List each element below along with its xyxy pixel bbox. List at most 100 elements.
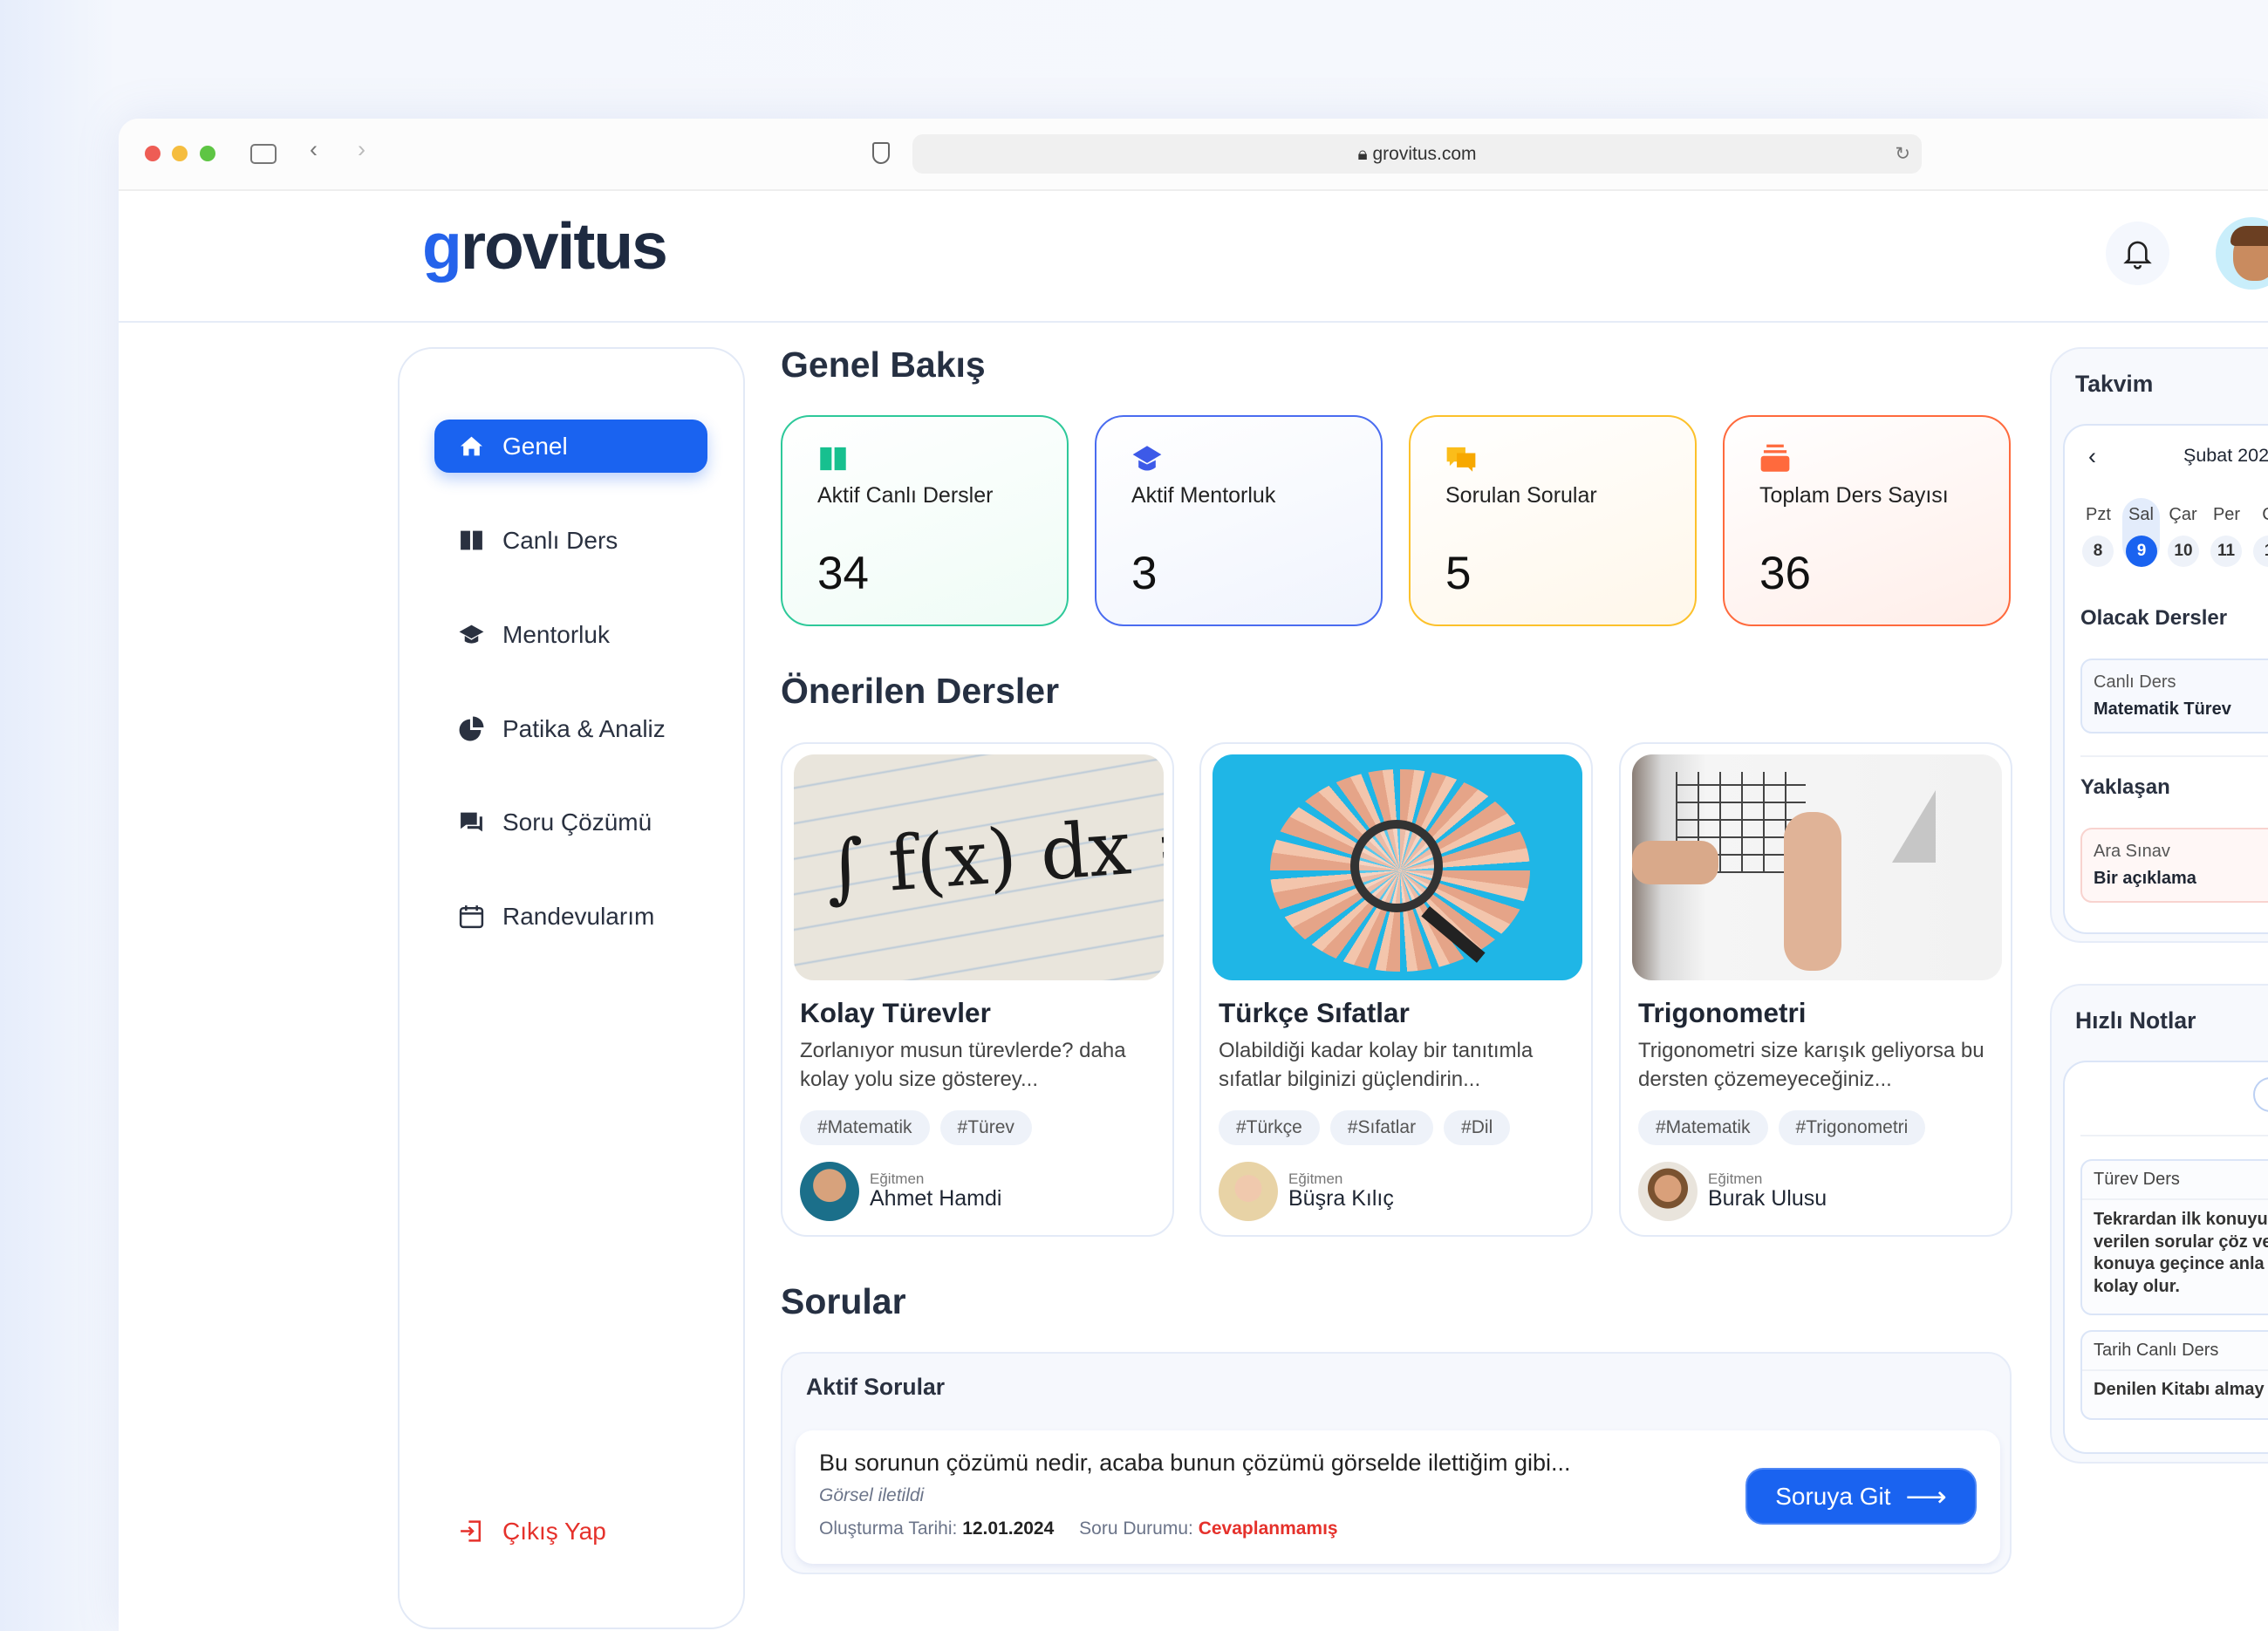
date-value: 12.01.2024 bbox=[962, 1518, 1055, 1539]
sidebar-toggle-icon[interactable] bbox=[250, 144, 277, 164]
sidebar-item-label: Patika & Analiz bbox=[502, 714, 666, 742]
stat-value: 3 bbox=[1131, 548, 1158, 599]
reload-icon[interactable]: ↻ bbox=[1895, 144, 1910, 164]
question-meta: Oluşturma Tarihi: 12.01.2024 Soru Durumu… bbox=[819, 1518, 1338, 1539]
bell-icon bbox=[2123, 241, 2152, 270]
course-card[interactable]: Trigonometri Trigonometri size karışık g… bbox=[1619, 742, 2012, 1237]
logo[interactable]: grovitus bbox=[422, 209, 668, 283]
sidebar-item-randevularim[interactable]: Randevularım bbox=[434, 890, 707, 943]
stat-card-total-lessons[interactable]: Toplam Ders Sayısı 36 bbox=[1723, 415, 2011, 626]
lesson-event[interactable]: Canlı Ders Matematik Türev bbox=[2080, 659, 2268, 734]
course-title: Trigonometri bbox=[1638, 997, 1807, 1028]
stat-label: Aktif Mentorluk bbox=[1131, 483, 1276, 508]
instructor-name: Ahmet Hamdi bbox=[870, 1186, 1002, 1211]
course-tag[interactable]: #Dil bbox=[1444, 1110, 1511, 1145]
stat-card-asked-questions[interactable]: Sorulan Sorular 5 bbox=[1409, 415, 1697, 626]
date-cell-selected[interactable]: 9 bbox=[2126, 536, 2157, 567]
instructor-label: Eğitmen bbox=[870, 1170, 925, 1187]
date-cell[interactable]: 11 bbox=[2210, 536, 2242, 567]
sidebar-item-soru-cozumu[interactable]: Soru Çözümü bbox=[434, 795, 707, 849]
course-image-adjectives bbox=[1213, 754, 1582, 980]
event-desc: Bir açıklama bbox=[2094, 869, 2196, 888]
status-label: Soru Durumu: bbox=[1079, 1518, 1193, 1539]
date-cell[interactable]: 1 bbox=[2253, 536, 2268, 567]
course-title: Kolay Türevler bbox=[800, 997, 991, 1028]
sidebar-item-canli-ders[interactable]: Canlı Ders bbox=[434, 514, 707, 567]
weekday-label: Pzt bbox=[2086, 505, 2111, 524]
user-avatar[interactable] bbox=[2216, 217, 2268, 290]
note-line: Tekrardan ilk konuyu bbox=[2094, 1210, 2268, 1229]
courses-title: Önerilen Dersler bbox=[781, 671, 1060, 711]
course-card[interactable]: Türkçe Sıfatlar Olabildiği kadar kolay b… bbox=[1199, 742, 1593, 1237]
course-description: Zorlanıyor musun türevlerde? daha kolay … bbox=[800, 1039, 1126, 1091]
event-name: Matematik Türev bbox=[2094, 699, 2231, 719]
note-line: Denilen Kitabı almay bbox=[2094, 1380, 2265, 1399]
notifications-button[interactable] bbox=[2106, 222, 2169, 285]
calendar-title: Takvim bbox=[2075, 371, 2154, 397]
calendar-card: ‹ Şubat 202 Pzt Sal Çar Per C 8 9 10 11 … bbox=[2063, 424, 2268, 934]
stat-label: Toplam Ders Sayısı bbox=[1759, 483, 1949, 508]
course-tag[interactable]: #Matematik bbox=[800, 1110, 930, 1145]
course-image-derivatives: ∫ f(x) dx = bbox=[794, 754, 1164, 980]
instructor-label: Eğitmen bbox=[1288, 1170, 1343, 1187]
sidebar-item-label: Mentorluk bbox=[502, 620, 610, 648]
stat-card-active-live-lessons[interactable]: Aktif Canlı Dersler 34 bbox=[781, 415, 1069, 626]
stat-label: Aktif Canlı Dersler bbox=[817, 483, 994, 508]
date-label: Oluşturma Tarihi: bbox=[819, 1518, 958, 1539]
back-icon[interactable]: ‹ bbox=[310, 136, 318, 162]
upcoming-title: Yaklaşan bbox=[2080, 775, 2170, 799]
quick-notes-panel: Hızlı Notlar Türev Ders Tekrardan ilk ko… bbox=[2050, 984, 2268, 1464]
sidebar-item-genel[interactable]: Genel bbox=[434, 420, 707, 473]
maximize-window-button[interactable] bbox=[200, 146, 215, 161]
course-tag[interactable]: #Türev bbox=[939, 1110, 1032, 1145]
close-window-button[interactable] bbox=[145, 146, 161, 161]
shield-icon[interactable] bbox=[872, 142, 890, 164]
home-icon bbox=[461, 436, 482, 456]
calendar-icon bbox=[459, 905, 484, 929]
minimize-window-button[interactable] bbox=[172, 146, 188, 161]
instructor-avatar bbox=[1638, 1162, 1698, 1221]
course-description: Olabildiği kadar kolay bir tanıtımla sıf… bbox=[1219, 1039, 1534, 1091]
sidebar-item-label: Canlı Ders bbox=[502, 526, 618, 554]
panel-title: Aktif Sorular bbox=[806, 1374, 946, 1400]
date-cell[interactable]: 10 bbox=[2168, 536, 2199, 567]
course-description: Trigonometri size karışık geliyorsa bu d… bbox=[1638, 1039, 1984, 1091]
event-type: Canlı Ders bbox=[2094, 672, 2176, 692]
event-type: Ara Sınav bbox=[2094, 842, 2170, 861]
question-card[interactable]: Bu sorunun çözümü nedir, acaba bunun çöz… bbox=[796, 1430, 2000, 1564]
overview-title: Genel Bakış bbox=[781, 345, 986, 385]
instructor-name: Büşra Kılıç bbox=[1288, 1186, 1394, 1211]
course-tag[interactable]: #Türkçe bbox=[1219, 1110, 1320, 1145]
note-line: kolay olur. bbox=[2094, 1277, 2180, 1297]
note-title: Tarih Canlı Ders bbox=[2082, 1332, 2268, 1371]
course-tag[interactable]: #Trigonometri bbox=[1778, 1110, 1926, 1145]
prev-month-button[interactable]: ‹ bbox=[2088, 443, 2096, 469]
url-text: grovitus.com bbox=[1372, 144, 1477, 164]
chat-icon bbox=[1446, 447, 1476, 472]
sidebar-item-label: Randevularım bbox=[502, 902, 655, 930]
address-bar[interactable]: 🔒︎ grovitus.com ↻ bbox=[912, 134, 1922, 174]
instructor-avatar bbox=[800, 1162, 859, 1221]
note-item[interactable]: Türev Ders Tekrardan ilk konuyu verilen … bbox=[2080, 1159, 2268, 1315]
exam-event[interactable]: Ara Sınav Bir açıklama bbox=[2080, 828, 2268, 903]
course-card[interactable]: ∫ f(x) dx = Kolay Türevler Zorlanıyor mu… bbox=[781, 742, 1174, 1237]
note-item[interactable]: Tarih Canlı Ders Denilen Kitabı almay bbox=[2080, 1330, 2268, 1420]
pie-chart-icon bbox=[459, 716, 484, 741]
questions-title: Sorular bbox=[781, 1281, 906, 1321]
logout-button[interactable]: Çıkış Yap bbox=[434, 1505, 707, 1558]
sidebar-item-mentorluk[interactable]: Mentorluk bbox=[434, 608, 707, 661]
sidebar-item-patika-analiz[interactable]: Patika & Analiz bbox=[434, 702, 707, 755]
weekday-label: Çar bbox=[2169, 505, 2197, 524]
add-note-button[interactable] bbox=[2253, 1077, 2268, 1112]
go-to-question-button[interactable]: Soruya Git ⟶ bbox=[1745, 1468, 1977, 1525]
active-questions-panel: Aktif Sorular Bu sorunun çözümü nedir, a… bbox=[781, 1352, 2012, 1574]
note-line: verilen sorular çöz ve bbox=[2094, 1232, 2268, 1252]
stat-card-active-mentoring[interactable]: Aktif Mentorluk 3 bbox=[1095, 415, 1383, 626]
course-tag[interactable]: #Sıfatlar bbox=[1329, 1110, 1434, 1145]
date-cell[interactable]: 8 bbox=[2082, 536, 2114, 567]
forward-icon[interactable]: › bbox=[358, 136, 365, 162]
course-tag[interactable]: #Matematik bbox=[1638, 1110, 1768, 1145]
sidebar-item-label: Soru Çözümü bbox=[502, 808, 652, 836]
notes-card: Türev Ders Tekrardan ilk konuyu verilen … bbox=[2063, 1061, 2268, 1454]
lock-icon: 🔒︎ bbox=[1357, 144, 1368, 164]
